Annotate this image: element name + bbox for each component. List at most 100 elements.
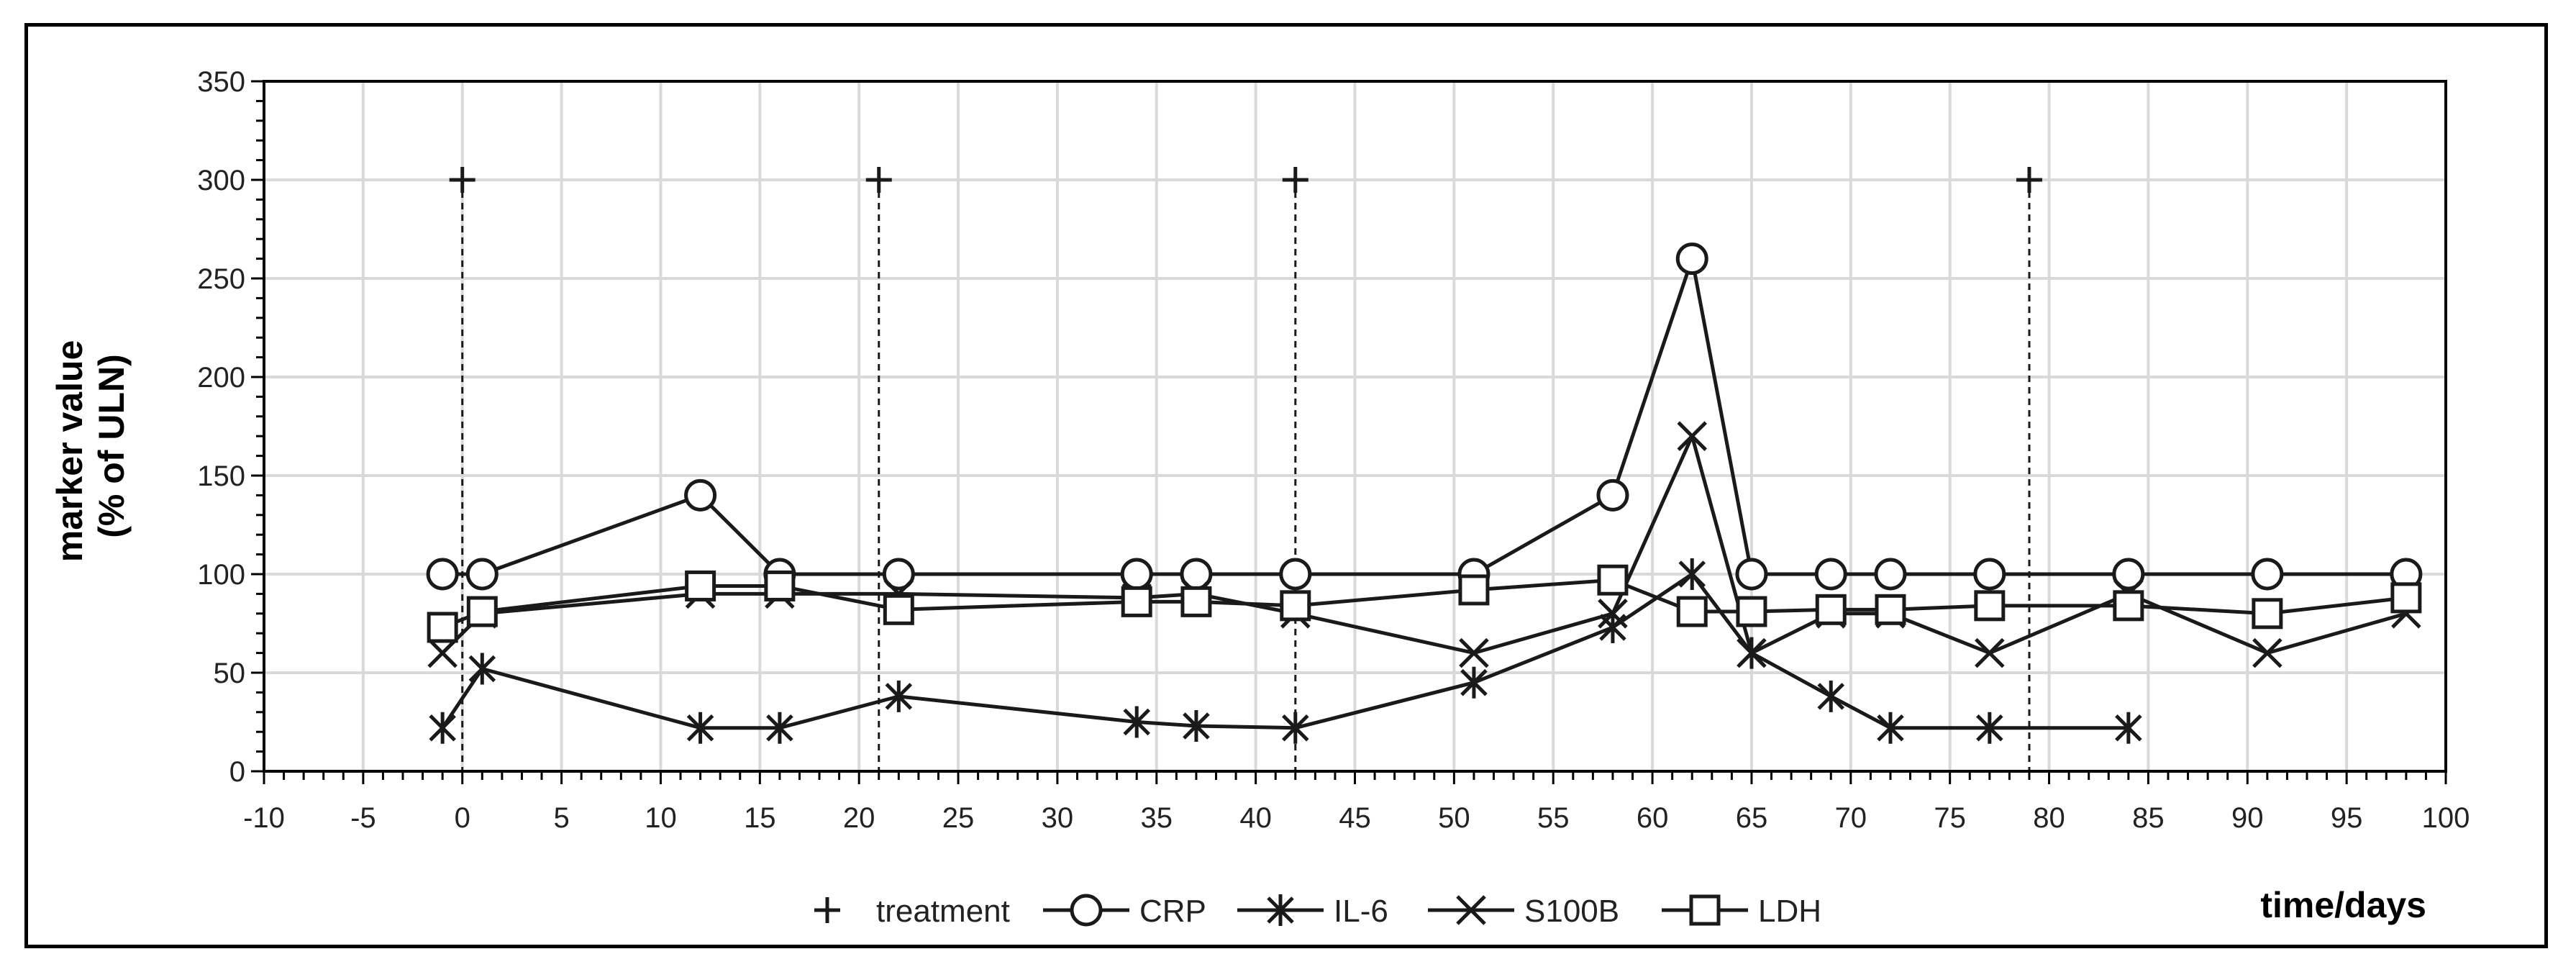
data-point-s100b	[2252, 637, 2283, 668]
x-tick-label: 45	[1339, 802, 1371, 834]
y-tick-label: 100	[197, 559, 245, 591]
x-tick-label: 95	[2331, 802, 2363, 834]
data-point-ldh	[466, 596, 498, 627]
legend-marker-s100b	[1456, 895, 1486, 925]
data-point-il-6	[1123, 706, 1150, 738]
data-point-treatment	[1282, 167, 1309, 193]
legend-item-ldh: LDH	[1662, 894, 1821, 929]
data-point-ldh	[1815, 594, 1847, 625]
series-line-crp	[442, 257, 2406, 576]
data-point-crp	[684, 478, 717, 512]
data-point-il-6	[766, 712, 793, 744]
series-crp	[426, 242, 2423, 591]
series-line-il-6	[441, 572, 2129, 730]
series-line-ldh	[442, 578, 2407, 630]
y-axis-title-line-1: marker value	[50, 340, 90, 563]
legend-label-s100b: S100B	[1524, 894, 1619, 929]
x-tick-label: 60	[1637, 802, 1669, 834]
x-tick-label: 0	[455, 802, 470, 834]
series-treatment	[449, 167, 2042, 193]
x-tick-label: 15	[744, 802, 776, 834]
data-point-il-6	[429, 712, 456, 744]
data-point-treatment	[449, 167, 475, 193]
data-point-ldh	[1121, 586, 1152, 617]
data-point-crp	[2251, 558, 2284, 591]
series-s100b	[427, 421, 2421, 668]
data-point-ldh	[685, 570, 716, 601]
x-tick-label: 80	[2033, 802, 2065, 834]
x-tick-label: 90	[2231, 802, 2264, 834]
x-tick-label: 40	[1239, 802, 1272, 834]
data-point-treatment	[2016, 167, 2042, 193]
legend-item-treatment: treatment	[814, 894, 1010, 929]
x-tick-label: 20	[843, 802, 875, 834]
x-tick-label: 5	[553, 802, 569, 834]
data-point-il-6	[1877, 712, 1904, 744]
x-tick-label: -5	[350, 802, 376, 834]
data-point-ldh	[1736, 596, 1767, 627]
legend-marker-treatment	[814, 897, 840, 923]
data-point-il-6	[1183, 709, 1210, 742]
data-point-crp	[1279, 558, 1312, 591]
data-point-crp	[1973, 558, 2006, 591]
y-axis-title: marker value (% of ULN)	[50, 330, 132, 562]
legend-marker-il-6	[1267, 894, 1294, 926]
data-point-il-6	[1678, 558, 1706, 590]
y-axis-title-line-2: (% of ULN)	[91, 354, 132, 538]
data-point-crp	[465, 558, 499, 591]
data-point-il-6	[1817, 680, 1845, 712]
data-point-crp	[1596, 478, 1629, 512]
y-tick-label: 300	[197, 165, 245, 196]
data-point-s100b	[1598, 599, 1628, 629]
data-point-ldh	[883, 594, 914, 625]
data-point-il-6	[1460, 666, 1488, 699]
data-point-ldh	[764, 570, 796, 601]
legend-item-s100b: S100B	[1428, 894, 1619, 929]
y-tick-label: 200	[197, 362, 245, 394]
x-tick-label: 25	[942, 802, 975, 834]
data-point-ldh	[2252, 598, 2283, 630]
data-point-ldh	[1875, 594, 1906, 625]
y-tick-label: 150	[197, 460, 245, 492]
data-point-crp	[426, 558, 459, 591]
data-point-crp	[1675, 242, 1708, 276]
data-point-ldh	[2390, 582, 2422, 614]
data-point-il-6	[885, 680, 913, 712]
x-tick-label: -10	[243, 802, 285, 834]
series-layer	[426, 167, 2423, 744]
y-tick-label: 250	[197, 263, 245, 295]
data-point-ldh	[1676, 596, 1708, 627]
data-point-treatment	[865, 167, 892, 193]
data-point-crp	[2112, 558, 2145, 591]
x-tick-label: 30	[1042, 802, 1074, 834]
data-point-crp	[1874, 558, 1907, 591]
x-tick-label: 10	[645, 802, 677, 834]
legend-item-crp: CRP	[1043, 894, 1206, 929]
legend-item-il-6: IL-6	[1237, 894, 1388, 929]
legend-marker-crp	[1070, 894, 1103, 927]
y-tick-label: 350	[197, 66, 245, 98]
data-point-crp	[1120, 558, 1153, 591]
data-point-il-6	[686, 712, 714, 744]
x-tick-label: 70	[1835, 802, 1867, 834]
data-point-il-6	[1282, 712, 1309, 744]
y-tick-label: 50	[214, 658, 246, 689]
x-tick-label: 50	[1438, 802, 1470, 834]
data-point-il-6	[2115, 712, 2142, 744]
data-point-s100b	[1677, 421, 1708, 451]
data-point-ldh	[1974, 590, 2006, 622]
data-point-ldh	[1180, 586, 1212, 617]
series-ldh	[427, 564, 2422, 643]
grid	[263, 80, 2447, 773]
data-point-s100b	[1459, 637, 1489, 668]
x-tick-label: 35	[1141, 802, 1173, 834]
data-point-ldh	[1597, 564, 1629, 596]
data-point-ldh	[427, 612, 458, 643]
y-tick-label: 0	[229, 756, 245, 788]
axes: -10 -5 0 5 10 15 20 25 30 35 40 45 50 55 60 65 70 75 80 85 9…	[197, 66, 2470, 834]
chart-frame	[24, 23, 2548, 948]
data-point-il-6	[468, 653, 496, 685]
data-point-crp	[882, 558, 915, 591]
legend: treatment CRP IL-6 S100B LDH	[814, 894, 1821, 929]
